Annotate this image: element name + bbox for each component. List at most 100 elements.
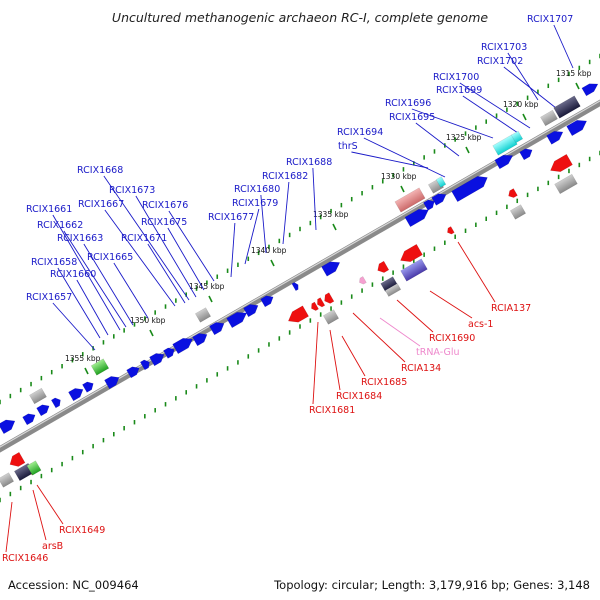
reverse-gene (509, 204, 527, 220)
forward-gene (492, 134, 518, 156)
reverse-gene (317, 297, 326, 308)
forward-gene (139, 359, 150, 371)
forward-gene (194, 307, 212, 323)
gene-label-leader (363, 137, 446, 178)
gene-label-leader (32, 489, 47, 541)
forward-gene (192, 333, 208, 347)
gene-label-reverse: RCIX1684 (336, 391, 382, 402)
gene-label-forward: RCIX1657 (26, 292, 72, 303)
reverse-gene (400, 258, 428, 282)
gene-label-leader (83, 243, 134, 326)
kbp-tick (149, 329, 154, 337)
forward-gene (519, 148, 533, 161)
kbp-tick (400, 185, 405, 193)
forward-gene (394, 187, 426, 213)
gene-label-leader (429, 290, 473, 319)
kbp-tick-label: 1330 kbp (381, 172, 417, 181)
gene-label-forward: RCIX1671 (121, 233, 167, 244)
gene-label-reverse: RCIX1646 (2, 553, 48, 564)
gene-label-leader (52, 214, 121, 331)
gene-label-reverse: arsB (42, 541, 63, 552)
gene-label-forward: RCIX1662 (37, 220, 83, 231)
forward-gene (510, 130, 524, 144)
gene-label-reverse: RCIA137 (491, 303, 531, 314)
gene-label-leader (147, 243, 186, 304)
kbp-tick (208, 295, 213, 303)
forward-gene (29, 387, 47, 405)
gene-label-reverse: RCIX1681 (309, 405, 355, 416)
gene-label-leader (341, 335, 366, 377)
genome-backbone-highlight (0, 100, 600, 448)
gene-label-leader (113, 262, 149, 319)
forward-gene (494, 154, 514, 170)
gene-label-leader (63, 230, 127, 328)
forward-gene (172, 337, 194, 355)
forward-gene (546, 131, 564, 145)
kbp-tick-label: 1325 kbp (446, 133, 482, 142)
gene-label-forward: RCIX1700 (433, 72, 479, 83)
gene-label-leader (260, 194, 267, 254)
gene-label-leader (135, 195, 197, 298)
forward-gene (104, 376, 120, 390)
genome-summary-text: Topology: circular; Length: 3,179,916 bp… (274, 578, 590, 592)
forward-gene (209, 322, 225, 336)
kbp-tick-label: 1355 kbp (65, 354, 101, 363)
kbp-tick-label: 1315 kbp (556, 69, 592, 78)
gene-label-reverse: acs-1 (468, 319, 493, 330)
gene-label-leader (396, 299, 434, 333)
gene-label-leader (312, 167, 317, 231)
gene-label-leader (415, 122, 460, 157)
gene-label-forward: RCIX1673 (109, 185, 155, 196)
forward-gene (581, 83, 599, 97)
gene-label-leader (103, 175, 190, 301)
gene-label-leader (104, 209, 176, 307)
gene-label-forward: thrS (338, 141, 358, 152)
gene-label-leader (5, 501, 13, 553)
reverse-gene (322, 309, 340, 325)
forward-gene (149, 353, 165, 367)
forward-gene (431, 193, 447, 206)
kbp-tick-label: 1350 kbp (130, 316, 166, 325)
gene-label-leader (459, 82, 531, 129)
gene-label-leader (57, 267, 101, 339)
gene-label-leader (312, 321, 319, 405)
genome-title: Uncultured methanogenic archaeon RC-I, c… (111, 10, 489, 25)
gene-label-reverse: RCIX1685 (361, 377, 407, 388)
reverse-gene (554, 173, 578, 195)
reverse-gene (9, 451, 26, 467)
gene-label-forward: RCIX1695 (389, 112, 435, 123)
forward-gene (540, 109, 558, 127)
accession-text: Accession: NC_009464 (8, 578, 139, 592)
forward-gene (163, 347, 175, 359)
gene-label-forward: RCIX1699 (436, 85, 482, 96)
gene-label-forward: RCIX1707 (527, 14, 573, 25)
gene-label-leader (379, 317, 421, 347)
kbp-tick (575, 82, 580, 90)
gene-label-forward: RCIX1663 (57, 233, 103, 244)
reverse-gene (287, 305, 310, 323)
kbp-tick-label: 1335 kbp (313, 210, 349, 219)
gene-label-forward: RCIX1660 (50, 269, 96, 280)
gene-label-reverse: RCIX1690 (429, 333, 475, 344)
gene-label-forward: RCIX1679 (232, 198, 278, 209)
reverse-gene (384, 283, 402, 297)
gene-label-reverse: RCIX1649 (59, 525, 105, 536)
gene-label-forward: RCIX1703 (481, 42, 527, 53)
gene-label-forward: RCIX1702 (477, 56, 523, 67)
forward-gene (451, 176, 488, 203)
forward-gene (423, 199, 435, 211)
gene-label-forward: RCIX1694 (337, 127, 383, 138)
forward-gene (50, 397, 61, 409)
gene-label-forward: RCIX1680 (234, 184, 280, 195)
forward-gene (260, 295, 274, 308)
forward-gene (243, 304, 259, 318)
kbp-tick (332, 223, 337, 231)
gene-label-forward: RCIX1665 (87, 252, 133, 263)
gene-label-leader (507, 52, 539, 101)
forward-gene (22, 413, 36, 426)
kbp-tick-label: 1345 kbp (189, 282, 225, 291)
gene-label-forward: RCIX1675 (141, 217, 187, 228)
kbp-tick (465, 146, 470, 154)
gene-label-leader (168, 210, 215, 282)
forward-gene (36, 404, 50, 417)
